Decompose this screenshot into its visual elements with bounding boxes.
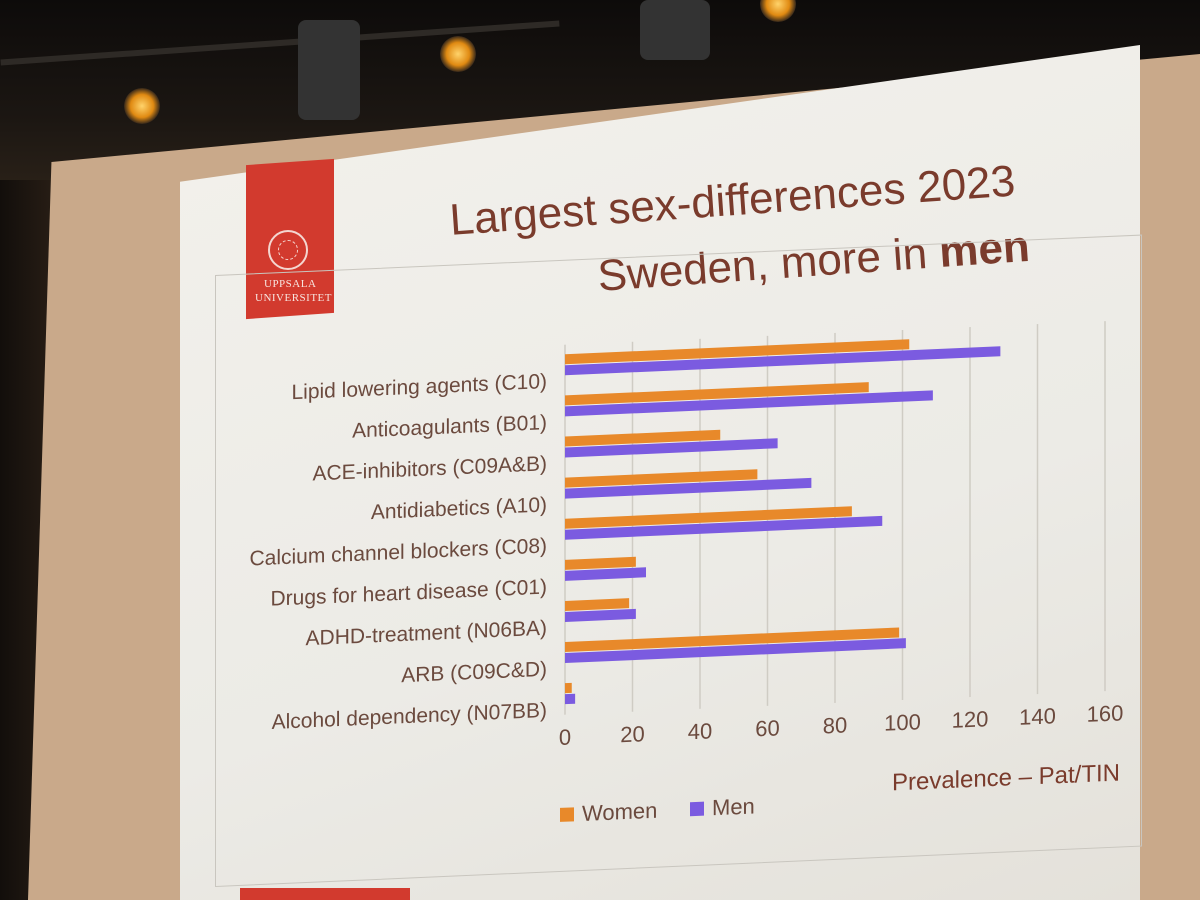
category-label: Alcohol dependency (N07BB) [272, 699, 547, 734]
x-tick-label: 40 [688, 718, 712, 744]
bar-women [565, 598, 630, 611]
x-tick-label: 140 [1019, 703, 1056, 730]
presentation-slide [180, 45, 1140, 900]
logo-line-1: UPPSALA [264, 278, 317, 290]
x-tick-label: 160 [1087, 700, 1124, 727]
stage-light-fixture [298, 20, 360, 120]
bar-women [565, 382, 869, 406]
category-label: Lipid lowering agents (C10) [291, 370, 547, 404]
stage-light-fixture [640, 0, 710, 60]
legend-swatch-men [690, 801, 704, 817]
category-label: ADHD-treatment (N06BA) [306, 617, 547, 651]
x-tick-label: 60 [755, 715, 779, 741]
bar-women [565, 682, 572, 694]
bar-men [565, 346, 1001, 376]
category-label: ACE-inhibitors (C09A&B) [313, 452, 547, 485]
x-tick-label: 100 [884, 709, 921, 736]
slide-footer-accent [240, 888, 410, 900]
bar-chart: 0 20 40 60 80 100 120 140 160 Lipid lowering agen… [250, 321, 1124, 826]
category-label: ARB (C09C&D) [401, 658, 547, 687]
bar-men [565, 515, 883, 540]
bar-men [565, 693, 576, 705]
bar-men [565, 638, 906, 664]
category-label: Anticoagulants (B01) [352, 411, 547, 442]
stage-light-icon [440, 36, 476, 72]
bar-women [565, 339, 910, 365]
bar-women [565, 556, 636, 570]
legend-label-women: Women [582, 798, 657, 826]
x-tick-label: 0 [559, 724, 571, 750]
legend-label-men: Men [712, 793, 755, 820]
x-tick-label: 80 [823, 712, 847, 738]
bar-men [565, 477, 812, 499]
category-label: Antidiabetics (A10) [371, 493, 547, 524]
x-tick-label: 20 [620, 721, 644, 747]
bar-women [565, 506, 852, 529]
bar-men [565, 608, 636, 622]
logo-line-2: UNIVERSITET [255, 292, 332, 304]
bar-women [565, 469, 758, 488]
x-tick-label: 120 [952, 706, 989, 733]
university-seal-icon [268, 230, 308, 270]
bar-men [565, 567, 646, 581]
stage-light-icon [760, 0, 796, 22]
category-label: Calcium channel blockers (C08) [250, 535, 547, 571]
plot-area: 0 20 40 60 80 100 120 140 160 Lipid lowering agen… [250, 321, 1124, 826]
bar-women [565, 627, 900, 653]
axis-caption: Prevalence – Pat/TIN [892, 759, 1120, 796]
bar-women [565, 429, 721, 447]
legend-swatch-women [560, 807, 574, 822]
stage-light-icon [124, 88, 160, 124]
bar-men [565, 390, 933, 417]
category-label: Drugs for heart disease (C01) [271, 576, 547, 611]
bar-men [565, 438, 778, 458]
